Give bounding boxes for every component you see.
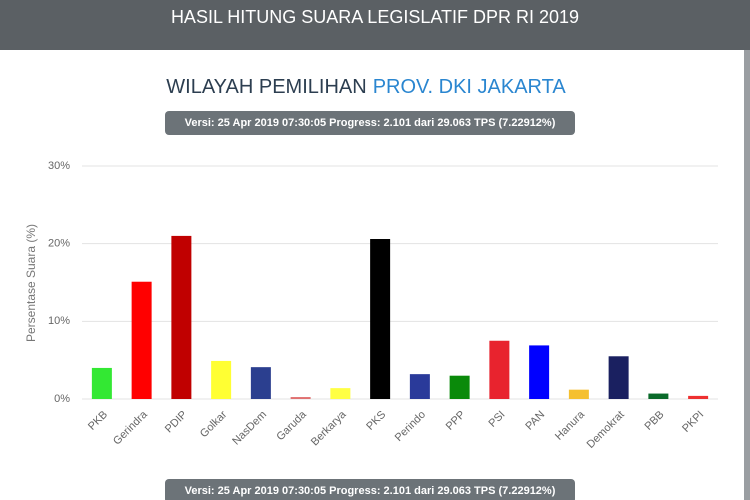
bar xyxy=(529,345,550,399)
x-tick-label: PKPI xyxy=(680,409,706,435)
x-tick-label: PKB xyxy=(86,409,110,433)
bar xyxy=(171,235,192,399)
x-tick-label: PPP xyxy=(444,409,468,433)
bar xyxy=(330,388,351,399)
x-tick-label: PBB xyxy=(642,409,666,433)
x-tick-label: Perindo xyxy=(393,409,428,444)
x-tick-label: NasDem xyxy=(230,409,269,448)
bar xyxy=(648,393,669,399)
x-tick-label: Golkar xyxy=(198,408,230,440)
bar xyxy=(370,239,391,399)
x-tick-label: Berkarya xyxy=(309,408,349,448)
x-tick-label: Hanura xyxy=(553,408,588,443)
bar xyxy=(568,389,589,399)
bar xyxy=(131,281,152,399)
chart-title: WILAYAH PEMILIHAN PROV. DKI JAKARTA xyxy=(166,76,566,98)
bar xyxy=(91,367,112,399)
bar xyxy=(688,395,709,399)
bar xyxy=(449,375,470,399)
y-tick-label: 20% xyxy=(48,238,70,250)
bar xyxy=(211,360,232,399)
bar xyxy=(290,397,311,399)
version-badge-bg xyxy=(165,111,575,135)
version-badge-bg xyxy=(165,479,575,500)
x-tick-label: PAN xyxy=(523,409,547,433)
title-text: WILAYAH PEMILIHAN xyxy=(166,76,366,98)
x-tick-label: Demokrat xyxy=(585,409,627,451)
x-tick-label: Gerindra xyxy=(111,408,150,447)
scroll-strip xyxy=(744,50,750,500)
bar xyxy=(489,340,510,399)
header-title: HASIL HITUNG SUARA LEGISLATIF DPR RI 201… xyxy=(0,0,750,50)
x-tick-label: PKS xyxy=(364,409,388,433)
version-badge: Versi: 25 Apr 2019 07:30:05 Progress: 2.… xyxy=(185,117,556,129)
y-axis-label: Persentase Suara (%) xyxy=(24,224,38,342)
x-tick-label: PDIP xyxy=(163,409,190,436)
y-tick-label: 10% xyxy=(48,315,70,327)
y-tick-label: 30% xyxy=(48,160,70,172)
bar xyxy=(250,367,271,399)
version-badge: Versi: 25 Apr 2019 07:30:05 Progress: 2.… xyxy=(185,485,556,497)
bar xyxy=(608,356,629,399)
x-tick-label: Garuda xyxy=(274,408,309,443)
x-tick-label: PSI xyxy=(487,409,508,430)
title-region: PROV. DKI JAKARTA xyxy=(373,76,567,98)
y-tick-label: 0% xyxy=(54,393,70,405)
bar xyxy=(409,374,430,399)
